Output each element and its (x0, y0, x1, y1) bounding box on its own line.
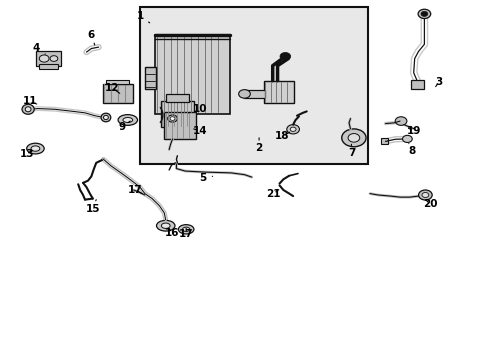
Text: 20: 20 (422, 199, 437, 209)
Text: 12: 12 (105, 83, 120, 93)
Circle shape (421, 193, 428, 198)
Bar (164, 112, 196, 139)
Bar (103, 84, 132, 103)
Bar (380, 138, 387, 144)
Ellipse shape (103, 115, 108, 120)
Text: 17: 17 (127, 185, 142, 195)
Ellipse shape (31, 146, 40, 151)
Ellipse shape (22, 104, 34, 114)
Text: 7: 7 (347, 144, 354, 158)
Bar (106, 80, 129, 84)
Text: 15: 15 (85, 200, 100, 213)
Circle shape (50, 56, 58, 62)
Text: 9: 9 (118, 121, 130, 132)
Circle shape (289, 127, 295, 131)
Circle shape (167, 115, 177, 122)
Text: 17: 17 (179, 228, 193, 239)
Text: 14: 14 (192, 126, 206, 136)
Ellipse shape (156, 220, 175, 231)
Bar (165, 94, 189, 102)
Ellipse shape (118, 114, 137, 125)
Circle shape (417, 9, 430, 18)
Bar (161, 102, 194, 127)
Bar (36, 51, 61, 66)
Circle shape (394, 117, 406, 125)
Circle shape (402, 135, 411, 143)
Text: 1: 1 (136, 11, 149, 23)
Circle shape (420, 12, 427, 17)
Ellipse shape (25, 107, 31, 112)
Bar (264, 81, 293, 103)
Ellipse shape (27, 143, 44, 154)
Ellipse shape (182, 227, 189, 231)
Text: 3: 3 (434, 77, 442, 87)
Bar (154, 35, 229, 114)
Bar (140, 7, 368, 164)
Text: 6: 6 (87, 30, 95, 45)
Bar (244, 90, 264, 98)
Text: 21: 21 (266, 189, 280, 199)
Circle shape (341, 129, 366, 147)
Text: 19: 19 (406, 126, 420, 136)
Ellipse shape (122, 117, 132, 122)
Circle shape (286, 125, 299, 134)
Ellipse shape (161, 223, 170, 228)
Text: 13: 13 (20, 149, 34, 159)
Circle shape (280, 53, 290, 60)
Text: 10: 10 (188, 104, 206, 113)
Circle shape (238, 90, 250, 98)
Ellipse shape (178, 225, 194, 234)
Text: 5: 5 (199, 173, 212, 183)
Text: 11: 11 (22, 96, 37, 107)
Circle shape (347, 134, 359, 142)
Bar (144, 67, 155, 89)
Text: 8: 8 (408, 144, 415, 157)
Text: 18: 18 (275, 131, 289, 141)
Bar (410, 80, 424, 89)
Text: 16: 16 (165, 228, 180, 238)
Text: 4: 4 (33, 43, 45, 54)
Circle shape (170, 117, 175, 120)
Bar (39, 64, 58, 68)
Ellipse shape (101, 113, 111, 122)
Text: 2: 2 (255, 138, 262, 153)
Circle shape (39, 55, 49, 62)
Circle shape (418, 190, 431, 200)
